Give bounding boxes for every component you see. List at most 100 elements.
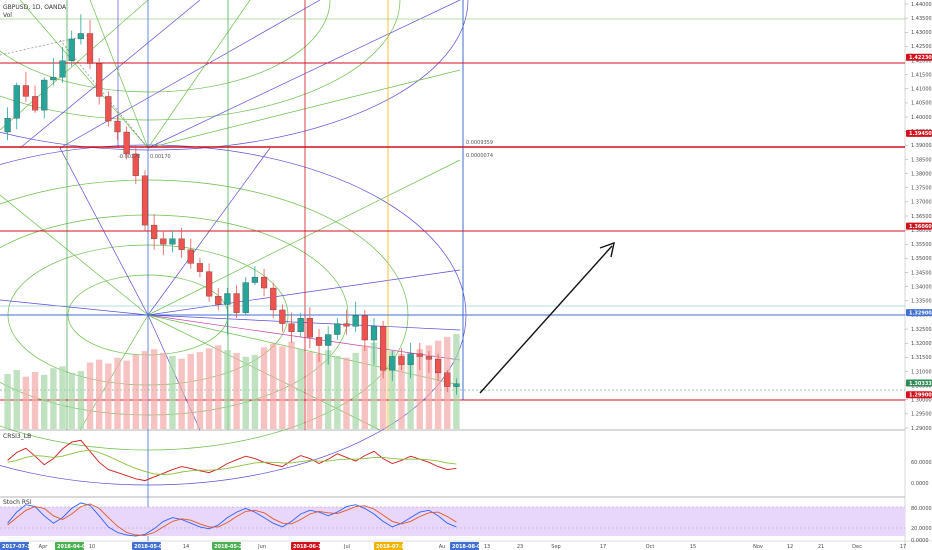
volume-bar [224, 350, 231, 429]
time-badge-bg[interactable] [291, 542, 320, 550]
price-badge-bg[interactable] [906, 129, 932, 137]
time-badge-label[interactable]: 2018-05-23 [214, 544, 247, 550]
rsi-pane[interactable] [7, 439, 457, 482]
candle [59, 47, 66, 83]
gann-upper-line-1[interactable] [0, 0, 149, 131]
price-badge-bg[interactable] [906, 53, 932, 61]
price-axis[interactable]: 1.44000 1.43500 1.43000 1.42500 1.42000 1.415… [905, 2, 932, 432]
vertical-markers[interactable] [66, 0, 464, 541]
price-badge-label[interactable]: 1.36060 [909, 224, 932, 230]
time-badge[interactable]: 2018-06-19 [291, 542, 326, 550]
time-badge-label[interactable]: 2018-05-03 [134, 544, 167, 550]
time-badge-label[interactable]: 2018-07-13 [376, 544, 409, 550]
gann-upper-line-2[interactable] [59, 0, 321, 149]
time-badge[interactable]: 2017-07-14 [0, 542, 35, 550]
time-badge-label[interactable]: 2017-07-14 [2, 544, 35, 550]
candle-body [416, 353, 423, 357]
price-badge-label[interactable]: 1.30333 [909, 381, 932, 387]
time-badge-bg[interactable] [450, 542, 479, 550]
price-tick-label: 1.40500 [911, 101, 932, 107]
forecast-arrow-head[interactable] [599, 241, 615, 258]
time-badge-label[interactable]: 2018-06-19 [293, 544, 326, 550]
stoch-series-2[interactable] [7, 503, 457, 536]
price-tick-label: 1.38000 [911, 171, 932, 177]
time-badge-bg[interactable] [132, 542, 161, 550]
price-badge-label[interactable]: 1.32900 [909, 310, 932, 316]
forecast-arrow[interactable] [479, 241, 615, 394]
candle [251, 266, 258, 286]
gann-fan-line-5[interactable] [0, 299, 149, 316]
stoch-tick-label: 0.0000 [911, 538, 929, 544]
price-badge-bg[interactable] [906, 379, 932, 387]
time-badge-bg[interactable] [55, 542, 84, 550]
level-lines[interactable] [0, 18, 905, 401]
gann-upper-line-8[interactable] [19, 0, 149, 149]
time-tick-label: 14 [183, 544, 189, 550]
time-badge[interactable]: 2018-05-03 [132, 542, 167, 550]
candle [196, 257, 204, 278]
price-badge-bg[interactable] [906, 309, 932, 317]
price-badge[interactable]: 1.29900 [906, 391, 932, 399]
candle [325, 326, 332, 365]
price-badge[interactable]: 1.30333 [906, 379, 932, 387]
time-badge[interactable]: 2018-05-23 [212, 542, 247, 550]
stoch-series-1[interactable] [7, 502, 457, 537]
price-tick-label: 1.31000 [911, 369, 932, 375]
gann-upper-line-4[interactable] [147, 0, 251, 149]
price-badge-bg[interactable] [906, 391, 932, 399]
candle-body [224, 293, 231, 305]
price-badge-label[interactable]: 1.39450 [909, 131, 932, 137]
stoch-pane[interactable] [7, 502, 457, 537]
gann-arc-upper-outer[interactable] [0, 0, 469, 151]
time-badge[interactable]: 2018-07-13 [374, 542, 409, 550]
time-badge-bg[interactable] [212, 542, 241, 550]
candle-body [178, 238, 185, 250]
volume-bar [297, 349, 304, 429]
candle [4, 107, 11, 141]
volume-bar [361, 345, 369, 429]
gann-fan-line-1[interactable] [147, 159, 461, 316]
price-badge-label[interactable]: 1.42230 [909, 55, 932, 61]
price-tick-label: 1.30000 [911, 398, 932, 404]
gann-magenta-line[interactable] [147, 314, 461, 361]
time-badge-label[interactable]: 2018-04-09 [57, 544, 90, 550]
gann-dashed-guide-2[interactable] [0, 34, 91, 56]
gann-fan-line-2[interactable] [147, 269, 461, 316]
gann-dashed-guide[interactable] [59, 39, 149, 149]
price-badge[interactable]: 1.36060 [906, 222, 932, 230]
price-badge-label[interactable]: 1.29900 [909, 393, 932, 399]
volume-bar [288, 341, 295, 429]
time-tick-label: 21 [818, 544, 824, 550]
price-badge[interactable]: 1.42230 [906, 53, 932, 61]
price-badge-bg[interactable] [906, 222, 932, 230]
candle [343, 309, 350, 335]
price-badge[interactable]: 1.39450 [906, 129, 932, 137]
forecast-arrow-shaft[interactable] [479, 245, 613, 394]
candle-body [68, 38, 75, 61]
volume-bar [123, 360, 130, 429]
price-tick-label: 1.39000 [911, 143, 932, 149]
gann-upper-line-7[interactable] [19, 0, 201, 149]
price-tick-label: 1.34000 [911, 284, 932, 290]
indicator-axis[interactable]: 60.0000 0.0000 80.0000 20.0000 0.0000 [911, 460, 932, 544]
gann-upper-line-6[interactable] [147, 0, 461, 149]
gann-fan-line-3[interactable] [147, 314, 461, 331]
candle [416, 342, 423, 371]
time-badge-label[interactable]: 2018-08-06 [452, 544, 485, 550]
time-tick-label: 17 [600, 544, 606, 550]
volume-bar [389, 351, 396, 429]
time-badge-bg[interactable] [0, 542, 29, 550]
gann-arc-upper-mid[interactable] [0, 0, 401, 121]
gann-upper-line-5[interactable] [147, 69, 461, 149]
rsi-series-2[interactable] [7, 449, 457, 475]
candle [86, 19, 94, 70]
time-axis[interactable]: Apr 10 14 Jun Jul Au 13 23 Sep 17 Oct 15 Nov 12 21 Dec 1… [0, 542, 906, 550]
time-badge-bg[interactable] [374, 542, 403, 550]
gann-arc-upper-inner[interactable] [0, 0, 331, 93]
time-badge[interactable]: 2018-04-09 [55, 542, 90, 550]
gann-upper-line-9[interactable] [89, 0, 149, 149]
candle [169, 230, 176, 253]
price-badge[interactable]: 1.32900 [906, 309, 932, 316]
time-badge[interactable]: 2018-08-06 [450, 542, 485, 550]
gann-fan-line-6[interactable] [0, 194, 149, 316]
